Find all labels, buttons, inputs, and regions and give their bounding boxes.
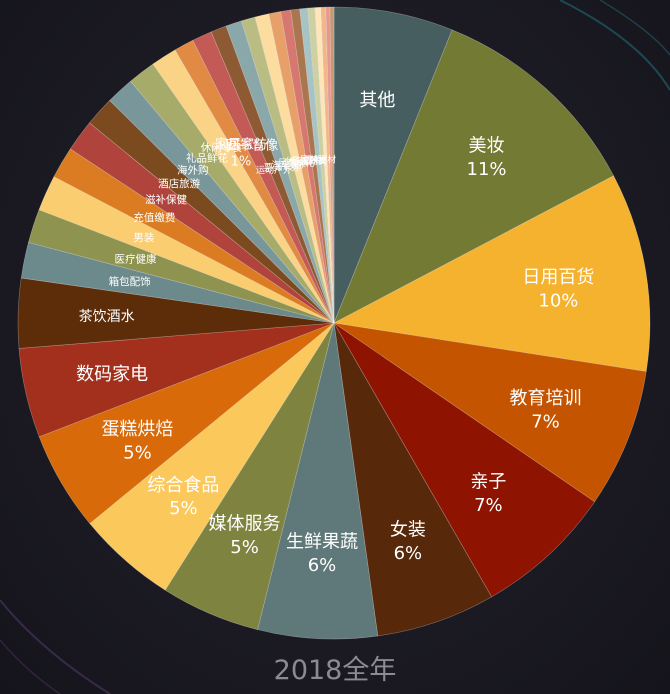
pie-slice-家居家纺[interactable] (174, 39, 335, 324)
pie-slice-汽车养护[interactable] (241, 16, 335, 324)
pie-slice-茶饮酒水[interactable] (17, 277, 335, 349)
slice-label: 美妆 (469, 135, 505, 156)
slice-label: 数码家电 (76, 364, 148, 385)
slice-label: 箱包配饰 (109, 275, 151, 288)
slice-label: 生鲜果蔬 (286, 532, 358, 553)
slice-label: 女装 (390, 519, 426, 540)
slice-label: 汽车养护 (271, 159, 307, 171)
pie-slice-minor-32[interactable] (314, 6, 335, 324)
pie-slice-家装建材[interactable] (299, 7, 335, 324)
slice-label: 酒店旅游 (158, 177, 200, 190)
slice-label: 运动户外 (256, 164, 292, 176)
pie-slice-休闲娱乐[interactable] (268, 11, 335, 324)
slice-percent-label: 6% (394, 543, 423, 564)
slice-label: 蛋糕烘焙 (101, 419, 173, 440)
slice-percent-label: 5% (123, 442, 152, 463)
pie-slice-男装[interactable] (38, 176, 335, 324)
chart-title: 2018全年 (273, 655, 397, 686)
pie-slice-女装[interactable] (333, 322, 493, 637)
slice-label: 海外购 (177, 163, 209, 176)
pie-slice-蛋糕烘焙[interactable] (38, 322, 335, 524)
slice-label: 餐饮外卖 (291, 155, 327, 167)
pie-slice-民俗文化[interactable] (254, 13, 335, 324)
slice-label: 图书音像 (226, 138, 278, 154)
pie-slice-礼品鲜花[interactable] (130, 63, 335, 324)
slice-percent-label: 10% (538, 290, 578, 311)
slice-label: 家装建材 (300, 154, 336, 166)
slice-label: 综合食品 (147, 475, 219, 496)
pie-slice-生鲜果蔬[interactable] (257, 322, 379, 640)
slice-percent-label: 6% (308, 555, 337, 576)
pie-slice-充值缴费[interactable] (53, 148, 335, 324)
pie-slice-美妆[interactable] (333, 29, 615, 324)
slice-label: 礼品鲜花 (186, 151, 228, 164)
pie-slice-日用百货[interactable] (333, 175, 651, 372)
slice-percent-label: 11% (467, 159, 507, 180)
pie-slice-综合食品[interactable] (89, 322, 335, 591)
slice-label: 休闲娱乐 (285, 156, 321, 168)
slice-percent-label: 1% (231, 155, 252, 170)
pie-slice-其他[interactable] (333, 6, 453, 324)
pie-slice-minor-35[interactable] (329, 6, 335, 324)
pie-slice-minor-34[interactable] (325, 6, 335, 324)
pie-slice-运动户外[interactable] (210, 25, 335, 324)
slice-label: 医疗健康 (115, 253, 157, 266)
pie-labels: 其他美妆11%日用百货10%教育培训7%亲子7%女装6%生鲜果蔬6%媒体服务5%… (76, 90, 594, 576)
pie-slice-图书音像[interactable] (192, 31, 335, 324)
pie-slices (17, 6, 651, 640)
slice-percent-label: 7% (531, 412, 560, 433)
pie-slice-海外购[interactable] (109, 80, 335, 324)
pie-slice-教育培训[interactable] (333, 322, 647, 503)
pie-slice-医疗健康[interactable] (28, 209, 335, 324)
pie-slice-minor-31[interactable] (307, 7, 335, 324)
pie-slice-minor-33[interactable] (320, 6, 335, 324)
slice-label: 日用百货 (522, 267, 594, 288)
pie-slice-票务卡券[interactable] (225, 20, 335, 324)
slice-label: 家居家纺 (215, 137, 267, 153)
slice-label: 充值缴费 (133, 211, 175, 224)
pie-slice-箱包配饰[interactable] (20, 242, 335, 324)
slice-label: 男装 (133, 231, 154, 244)
pie-slice-数码家电[interactable] (18, 322, 335, 438)
slice-label: 票务卡券 (264, 161, 300, 173)
pie-slice-宠物[interactable] (290, 8, 335, 324)
slice-label: 媒体服务 (209, 513, 281, 534)
slice-label: 休闲零食 (201, 141, 243, 154)
slice-label: 民俗文化 (279, 157, 315, 169)
slice-label: 滋补保健 (145, 193, 187, 206)
slice-percent-label: 7% (474, 495, 503, 516)
slice-label: 其他 (359, 90, 395, 111)
pie-slice-媒体服务[interactable] (164, 322, 335, 630)
pie-slice-餐饮外卖[interactable] (280, 9, 335, 324)
slice-percent-label: 5% (169, 498, 198, 519)
pie-slice-休闲零食[interactable] (152, 49, 335, 324)
slice-label: 亲子 (470, 471, 506, 492)
slice-label: 教育培训 (509, 388, 581, 409)
pie-slice-酒店旅游[interactable] (89, 99, 335, 324)
slice-percent-label: 5% (230, 537, 259, 558)
pie-slice-滋补保健[interactable] (69, 122, 335, 324)
pie-slice-亲子[interactable] (333, 322, 595, 598)
slice-label: 宠物 (305, 154, 323, 166)
slice-label: 茶饮酒水 (79, 309, 135, 325)
